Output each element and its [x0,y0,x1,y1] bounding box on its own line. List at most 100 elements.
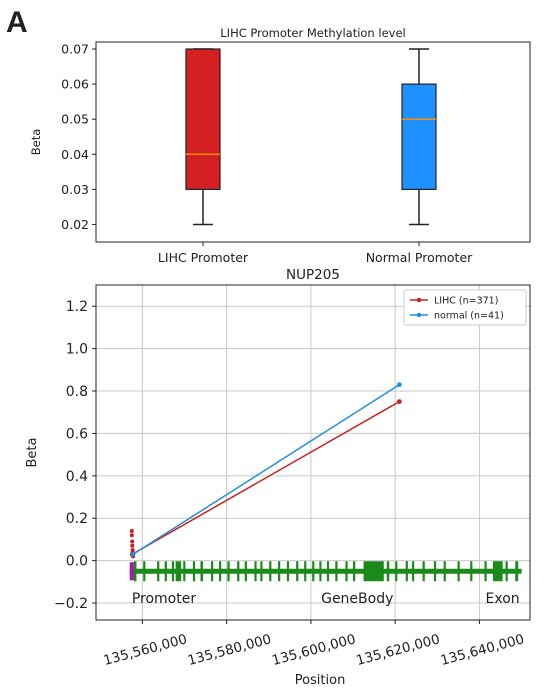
exon-block [254,561,257,582]
exon-block [345,561,348,582]
exon-block [492,561,503,582]
exon-block [470,561,473,582]
legend-box [403,289,527,326]
exon-block [278,561,281,582]
y-tick-label: 0.03 [61,182,89,197]
exon-block [260,561,263,582]
exon-block [412,561,415,582]
exon-block [219,561,222,582]
legend-label: normal (n=41) [434,311,504,322]
y-tick-label: 0.0 [66,554,88,570]
line-plot-series [129,382,402,559]
x-tick-label: LIHC Promoter [158,250,249,265]
exon-block [326,561,330,582]
exon-block [353,561,356,582]
y-tick-label: 0.2 [66,511,88,527]
x-tick-label: 135,560,000 [102,631,189,669]
exon-block [312,561,315,582]
y-tick-label: 0.02 [61,217,89,232]
exon-block [171,561,175,582]
exon-block [457,561,460,582]
x-tick-label: 135,620,000 [355,631,442,669]
exon-block [157,561,160,582]
exon-block [515,561,519,582]
x-tick-label: 135,640,000 [439,631,526,669]
exon-block [133,561,137,582]
box-plot-title: LIHC Promoter Methylation level [220,26,405,40]
exon-block [484,561,487,582]
y-tick-label: 0.07 [61,42,89,57]
exon-block [363,561,384,582]
y-tick-label: 1.0 [66,342,88,358]
exon-block [244,561,247,582]
exon-block [183,561,186,582]
y-tick-label: 0.04 [61,147,89,162]
box-plot-frame [95,41,531,243]
exon-block [192,561,196,582]
y-tick-label: 0.06 [61,77,89,92]
line-plot-title: NUP205 [286,267,340,283]
promoter-cpg-point [129,528,134,533]
exon-block [175,561,182,582]
box-plot-y-axis-label: Beta [29,129,43,156]
exon-block [304,561,307,582]
exon-block [386,561,390,582]
box-plot-boxes [185,48,437,226]
exon-block [443,561,446,582]
exon-block [143,561,146,582]
gene-track: Promoter GeneBody Exon [129,561,522,607]
promoter-cpg-point [129,533,134,538]
y-tick-label: 0.6 [66,426,88,442]
exon-block [296,561,299,582]
exon-block [200,561,204,582]
line-plot-y-ticks: −0.2 0.0 0.2 0.4 0.6 0.8 1.0 1.2 [54,299,96,612]
exon-block [433,561,437,582]
exon-block [319,561,322,582]
promoter-cpg-point [130,539,135,544]
line-plot-frame [95,284,531,621]
series-line-normal [132,384,400,555]
line-plot-y-axis-label: Beta [25,438,40,468]
x-tick-label: Normal Promoter [366,250,473,265]
y-tick-label: 0.8 [66,384,88,400]
box-normal [401,83,437,190]
x-tick-label: 135,580,000 [186,631,273,669]
exon-block [211,561,214,582]
methylation-line-plot: NUP205 Promoter GeneBody Exon −0.2 0.0 0.2 0.… [25,267,531,688]
series-line-lihc [131,400,400,555]
gene-region-label: Promoter [132,591,197,607]
box-plot-y-ticks: 0.02 0.03 0.04 0.05 0.06 0.07 [61,42,96,232]
exon-block [286,561,290,582]
exon-block [505,561,508,582]
exon-block [269,561,272,582]
box-lihc [185,48,221,190]
promoter-block [129,562,134,581]
gene-region-label: Exon [486,591,520,607]
legend-label: LIHC (n=371) [434,296,498,307]
y-tick-label: 1.2 [66,299,88,315]
exon-block [237,561,240,582]
exon-block [395,561,398,582]
promoter-cpg-point [130,543,135,548]
box-plot-x-ticks: LIHC Promoter Normal Promoter [158,242,473,265]
legend-swatch-marker [416,297,422,303]
gene-region-label: GeneBody [321,591,393,607]
exon-block [405,561,408,582]
line-plot-x-axis-label: Position [295,673,346,688]
legend-swatch-marker [416,312,422,318]
exon-block [227,561,230,582]
panel-label: A [6,6,28,39]
line-plot-x-ticks: 135,560,000135,580,000135,600,000135,620… [102,620,526,669]
exon-block [335,561,338,582]
exon-block [422,561,425,582]
x-tick-label: 135,600,000 [270,631,357,669]
box-plot: LIHC Promoter Methylation level Beta 0.0… [29,26,531,265]
y-tick-label: −0.2 [54,596,88,612]
y-tick-label: 0.05 [61,112,89,127]
series-point [396,382,402,388]
series-point [130,551,136,557]
y-tick-label: 0.4 [66,469,88,485]
exon-block [164,561,167,582]
series-point [396,399,402,405]
